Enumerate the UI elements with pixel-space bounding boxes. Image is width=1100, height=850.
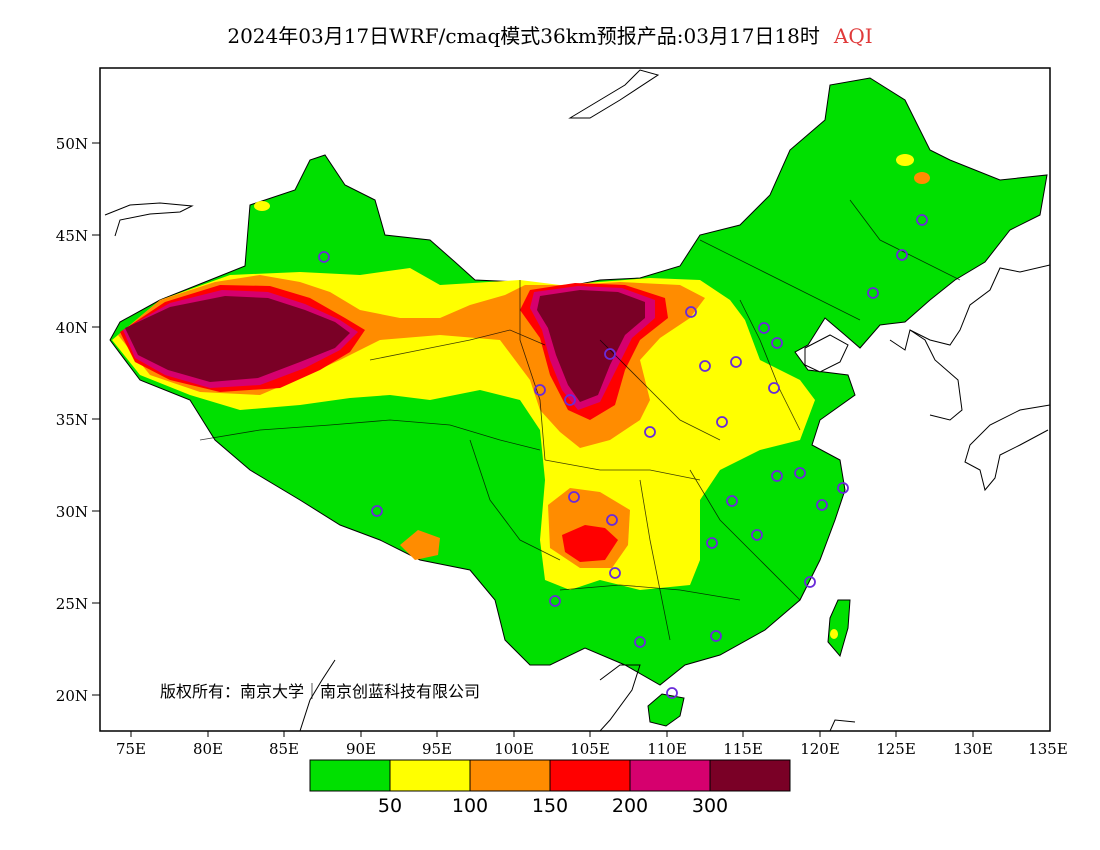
city-marker: [568, 491, 580, 503]
lon-tick-label: 85E: [269, 740, 299, 758]
longitude-axis: [130, 731, 974, 737]
city-marker: [758, 322, 770, 334]
city-marker: [666, 687, 678, 699]
legend-swatch: [549, 759, 631, 792]
map-title: 2024年03月17日WRF/cmaq模式36km预报产品:03月17日18时 A…: [0, 20, 1100, 49]
bohai-sea: [804, 334, 849, 373]
legend-label: 150: [532, 795, 568, 817]
city-marker: [867, 287, 879, 299]
city-marker: [549, 595, 561, 607]
legend-label: 50: [378, 795, 402, 817]
copyright-text: 版权所有：南京大学｜南京创蓝科技有限公司: [160, 682, 480, 701]
city-marker: [699, 360, 711, 372]
aqi-patch-tibet-orange: [400, 530, 440, 560]
lat-tick-label: 50N: [56, 135, 88, 153]
lon-tick-label: 90E: [346, 740, 376, 758]
city-marker: [634, 636, 646, 648]
city-marker: [804, 576, 816, 588]
variable-label: AQI: [833, 24, 873, 48]
taiwan-island: [827, 599, 851, 658]
aqi-spot-hei-orange: [914, 172, 930, 184]
city-marker: [609, 567, 621, 579]
lat-tick-label: 45N: [56, 227, 88, 245]
aqi-patch-sichuan-red: [562, 525, 618, 562]
lon-tick-label: 120E: [800, 740, 840, 758]
lon-tick-label: 110E: [647, 740, 687, 758]
city-marker: [730, 356, 742, 368]
city-marker: [771, 470, 783, 482]
city-marker: [794, 467, 806, 479]
map-frame: [99, 67, 1051, 732]
aqi-patch-ordos-hazardous: [537, 290, 645, 402]
city-marker: [710, 630, 722, 642]
legend-swatch: [709, 759, 791, 792]
neighbor-coastlines: [104, 69, 1050, 731]
city-marker: [768, 382, 780, 394]
hainan-island: [647, 693, 685, 727]
city-marker: [751, 529, 763, 541]
title-text: 2024年03月17日WRF/cmaq模式36km预报产品:03月17日18时: [227, 24, 820, 48]
lon-tick-label: 115E: [723, 740, 763, 758]
city-marker: [816, 499, 828, 511]
city-marker: [318, 251, 330, 263]
lon-tick-label: 75E: [116, 740, 146, 758]
city-marker: [916, 214, 928, 226]
latitude-axis: [92, 142, 100, 696]
lat-tick-label: 35N: [56, 411, 88, 429]
city-marker: [564, 394, 576, 406]
aqi-band-hazardous: [125, 296, 350, 382]
city-marker: [706, 537, 718, 549]
city-marker: [534, 384, 546, 396]
city-marker: [685, 306, 697, 318]
lon-tick-label: 80E: [193, 740, 223, 758]
city-marker: [371, 505, 383, 517]
color-legend: [309, 759, 791, 792]
lon-tick-label: 100E: [494, 740, 534, 758]
aqi-spot-taiwan-yellow: [830, 629, 838, 639]
lat-tick-label: 30N: [56, 503, 88, 521]
lon-tick-label: 125E: [876, 740, 916, 758]
city-marker: [837, 482, 849, 494]
lon-tick-label: 95E: [422, 740, 452, 758]
city-marker: [644, 426, 656, 438]
city-marker: [896, 249, 908, 261]
lon-tick-label: 105E: [570, 740, 610, 758]
aqi-spot-hei-yellow: [896, 154, 914, 166]
lon-tick-label: 130E: [953, 740, 993, 758]
lat-tick-label: 40N: [56, 319, 88, 337]
legend-swatch: [629, 759, 711, 792]
city-marker: [604, 348, 616, 360]
city-markers: [318, 214, 928, 699]
lat-tick-label: 20N: [56, 687, 88, 705]
city-marker: [606, 514, 618, 526]
city-marker: [771, 337, 783, 349]
legend-swatch: [389, 759, 471, 792]
lat-tick-label: 25N: [56, 595, 88, 613]
city-marker: [726, 495, 738, 507]
map-area: [104, 69, 1050, 731]
province-boundaries: [199, 199, 961, 641]
legend-swatch: [469, 759, 551, 792]
legend-label: 100: [452, 795, 488, 817]
legend-label: 200: [612, 795, 648, 817]
aqi-spot-altay-yellow: [254, 201, 270, 211]
legend-label: 300: [692, 795, 728, 817]
lon-tick-label: 135E: [1028, 740, 1068, 758]
legend-swatch: [309, 759, 391, 792]
city-marker: [716, 416, 728, 428]
